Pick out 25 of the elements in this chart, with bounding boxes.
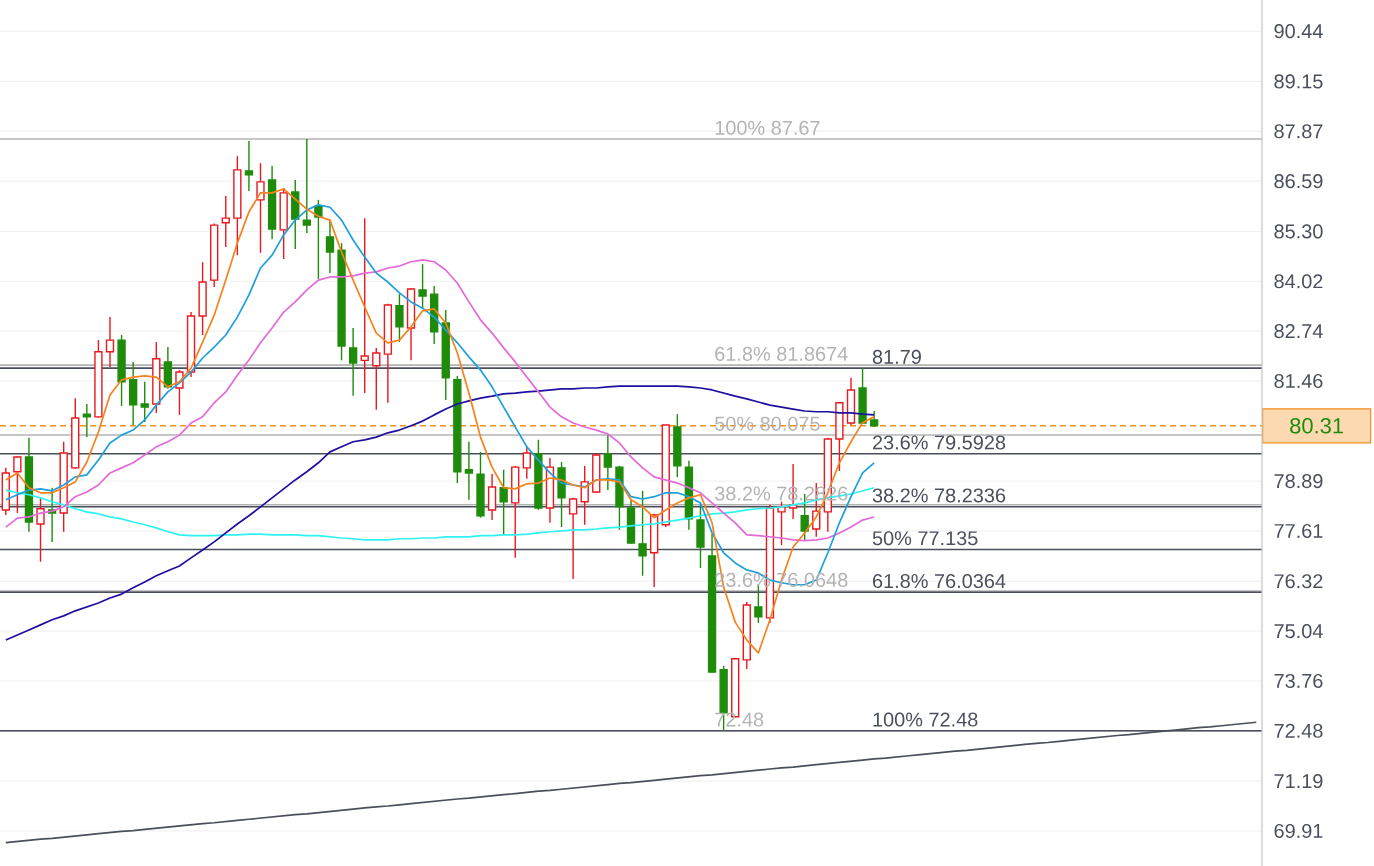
y-tick-label: 86.59 [1274, 174, 1323, 189]
ref-line-label: 81.79 [872, 349, 921, 364]
y-tick-label: 89.15 [1274, 74, 1323, 89]
y-tick-label: 71.19 [1274, 774, 1323, 789]
y-tick-label: 77.61 [1274, 523, 1323, 539]
y-tick-label: 73.76 [1274, 673, 1323, 688]
y-tick-label: 85.30 [1274, 224, 1323, 239]
y-tick-label: 72.48 [1274, 723, 1323, 738]
y-tick-label: 84.02 [1274, 274, 1323, 289]
ref-line-label: 80.31 [1290, 418, 1343, 434]
ref-line-label: 38.2% 78.2336 [872, 488, 1006, 503]
y-tick-label: 75.04 [1274, 624, 1323, 639]
ref-line-label: 100% 87.67 [715, 120, 820, 135]
y-tick-label: 82.74 [1274, 324, 1323, 339]
y-tick-label: 87.87 [1274, 124, 1323, 139]
y-tick-label: 78.89 [1274, 474, 1323, 489]
y-tick-label: 69.91 [1274, 823, 1323, 838]
y-tick-label: 90.44 [1274, 24, 1323, 39]
ref-line-label: 61.8% 76.0364 [873, 573, 1006, 589]
ref-line-label: 50% 77.135 [872, 531, 978, 546]
y-tick-label: 81.46 [1274, 373, 1323, 389]
ref-line-label: 61.8% 81.8674 [715, 346, 848, 361]
y-tick-label: 76.32 [1274, 574, 1323, 589]
ref-line-label: 100% 72.48 [873, 712, 978, 727]
ref-line-label: 23.6% 79.5928 [872, 435, 1006, 450]
